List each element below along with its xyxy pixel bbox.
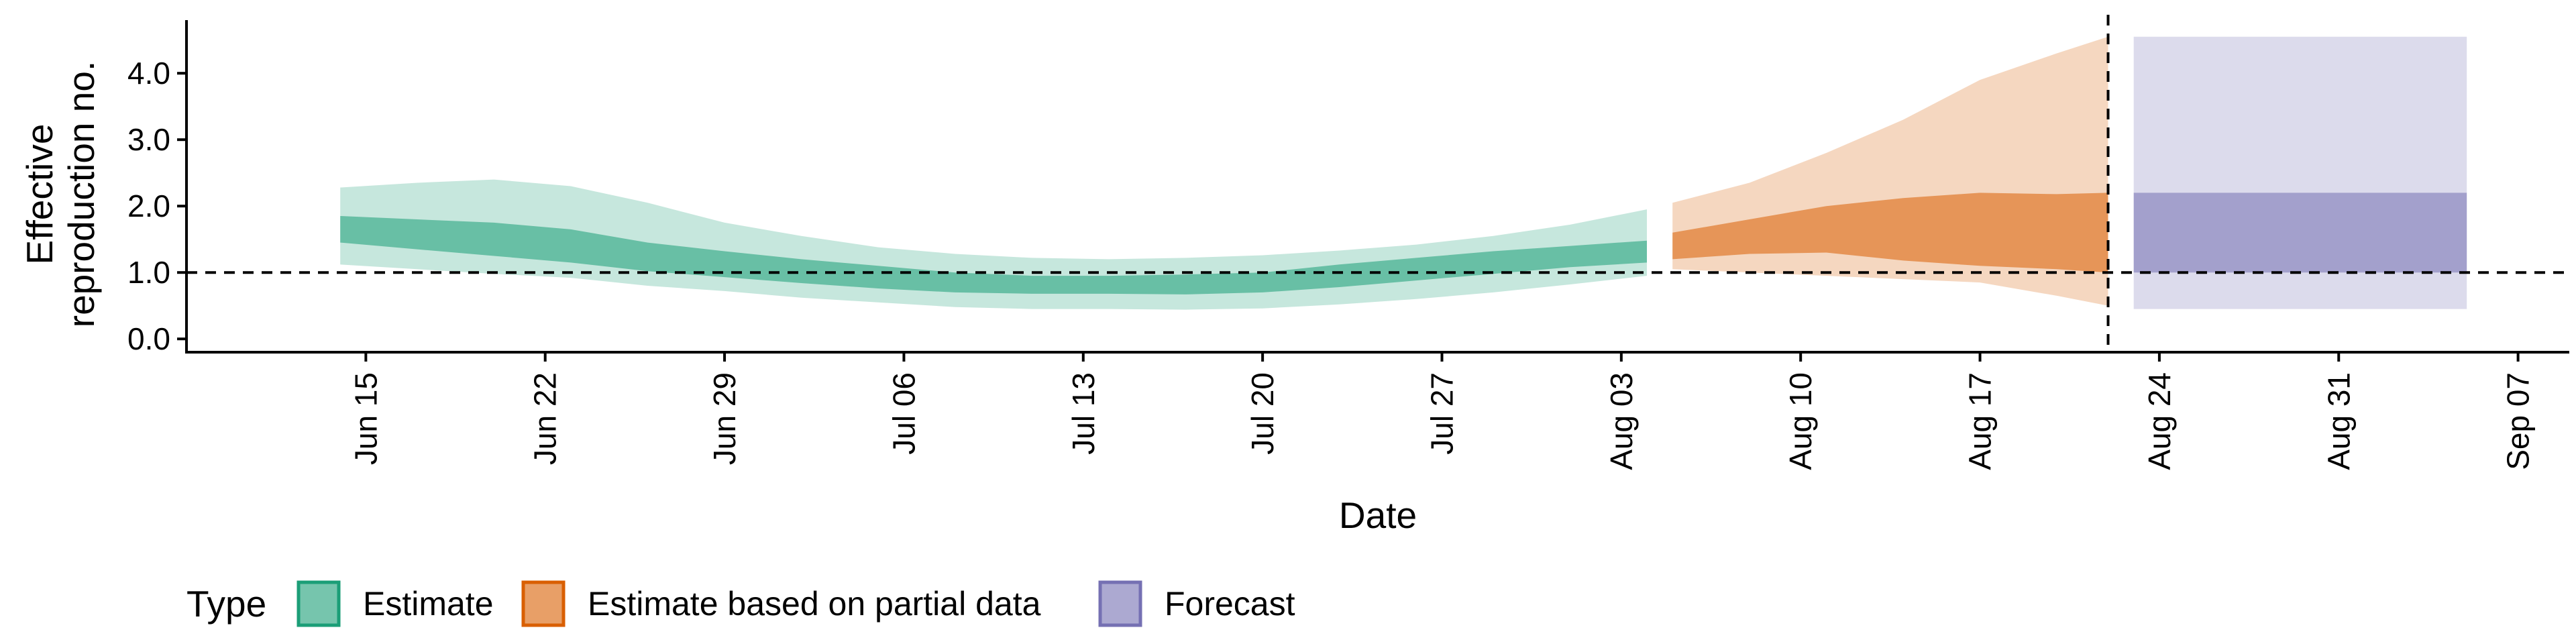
band-layer — [340, 36, 2467, 310]
x-tick-label: Jun 22 — [528, 372, 563, 465]
x-axis-title: Date — [1339, 494, 1417, 536]
legend-key — [521, 580, 566, 627]
x-tick-label: Jul 13 — [1066, 372, 1101, 455]
legend-title: Type — [186, 583, 266, 625]
y-axis-title-line: Effective — [19, 124, 60, 265]
x-tick-label: Aug 17 — [1963, 372, 1998, 470]
inner-band-estimate — [340, 216, 1648, 294]
x-tick-label: Jul 06 — [886, 372, 921, 455]
legend-key — [297, 580, 341, 627]
y-axis-title: Effectivereproduction no. — [19, 61, 102, 328]
y-tick-label: 0.0 — [127, 321, 170, 356]
x-tick-label: Jul 27 — [1424, 372, 1459, 455]
y-axis-title-line: reproduction no. — [60, 61, 102, 328]
legend: Type Estimate Estimate based on partial da… — [186, 580, 1295, 627]
y-tick-label: 3.0 — [127, 122, 170, 157]
x-tick-label: Sep 07 — [2501, 372, 2536, 470]
reference-lines — [186, 15, 2569, 352]
axes: 0.0 1.0 2.0 3.0 4.0 Jun 15 Jun 22 Jun 29 Jul 06 J… — [19, 20, 2569, 536]
x-tick-label: Aug 10 — [1783, 372, 1818, 470]
inner-band-forecast — [2133, 193, 2467, 273]
x-tick-label: Aug 24 — [2142, 372, 2177, 470]
x-tick-label: Jun 15 — [348, 372, 383, 465]
x-tick-label: Jun 29 — [707, 372, 742, 465]
y-tick-label: 4.0 — [127, 56, 170, 91]
y-tick-label: 1.0 — [127, 255, 170, 290]
legend-label: Estimate — [363, 585, 494, 623]
y-tick-label: 2.0 — [127, 189, 170, 223]
legend-label: Forecast — [1165, 585, 1295, 623]
inner-band-estimate-based-on-partial-data — [1672, 193, 2108, 273]
x-tick-label: Aug 31 — [2321, 372, 2356, 470]
x-tick-label: Jul 20 — [1245, 372, 1280, 455]
legend-label: Estimate based on partial data — [588, 585, 1041, 623]
x-tick-label: Aug 03 — [1604, 372, 1639, 470]
legend-key — [1098, 580, 1142, 627]
